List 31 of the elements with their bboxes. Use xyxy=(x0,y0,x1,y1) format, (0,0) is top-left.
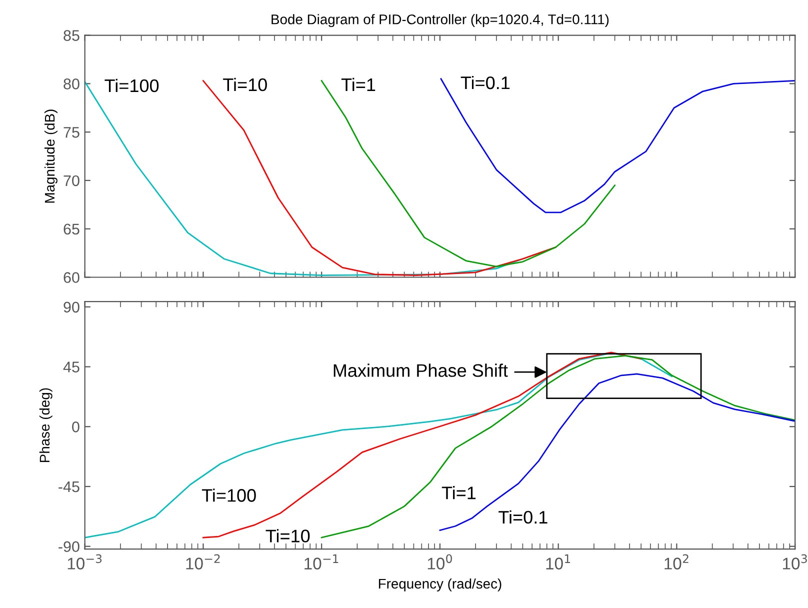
x-axis-title: Frequency (rad/sec) xyxy=(378,578,502,592)
series-label: Ti=0.1 xyxy=(460,76,510,90)
series-label: Ti=100 xyxy=(104,78,159,92)
x-tick-label: 10$^{0}$ xyxy=(428,554,452,570)
y-tick-label: 60 xyxy=(64,272,80,283)
series-label: Ti=1 xyxy=(442,486,476,500)
series-label: Ti=100 xyxy=(202,488,256,502)
x-tick-label: 10$^{2}$ xyxy=(664,554,688,570)
y-axis-title: Phase (deg) xyxy=(39,388,52,462)
y-axis-title: Magnitude (dB) xyxy=(44,110,58,203)
series-label: Ti=0.1 xyxy=(498,510,548,524)
series-label: Ti=10 xyxy=(266,529,310,542)
y-tick-label: 85 xyxy=(64,30,80,41)
series-label: Ti=1 xyxy=(341,78,376,91)
series-label: Ti=10 xyxy=(223,78,267,92)
y-tick-label: 65 xyxy=(64,224,80,235)
y-tick-label: -90 xyxy=(58,541,80,552)
chart-title: Bode Diagram of PID-Controller (kp=1020.4, Td=0.111) xyxy=(272,14,609,28)
x-tick-label: 10$^{−1}$ xyxy=(304,554,338,570)
x-tick-label: 10$^{−3}$ xyxy=(68,554,102,570)
y-tick-label: 70 xyxy=(64,175,80,186)
x-tick-label: 10$^{−2}$ xyxy=(186,554,220,570)
x-tick-label: 10$^{1}$ xyxy=(546,554,570,570)
y-tick-label: 0 xyxy=(72,421,80,432)
x-tick-label: 10$^{3}$ xyxy=(783,554,807,570)
annotation: Maximum Phase Shift xyxy=(334,364,508,377)
y-tick-label: -45 xyxy=(58,482,80,492)
y-tick-label: 80 xyxy=(64,78,80,90)
y-tick-label: 75 xyxy=(64,127,80,138)
y-tick-label: 45 xyxy=(63,362,80,372)
y-tick-label: 90 xyxy=(64,302,80,313)
